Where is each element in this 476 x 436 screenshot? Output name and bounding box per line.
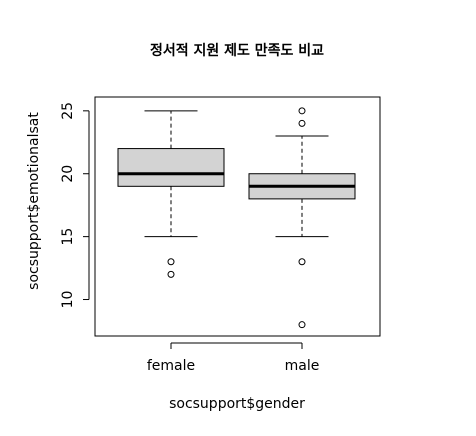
x-axis: female male [147, 342, 320, 374]
outlier-point [298, 119, 306, 127]
outlier-point [298, 321, 306, 329]
outlier-point [167, 270, 175, 278]
outlier-point [298, 107, 306, 115]
y-axis: 10 15 20 25 [60, 102, 90, 309]
y-axis-label: socsupport$emotionalsat [26, 112, 42, 290]
y-tick-label: 10 [60, 291, 76, 309]
box-female [117, 110, 225, 278]
x-axis-label: socsupport$gender [169, 396, 305, 412]
y-tick-label: 15 [60, 228, 76, 246]
chart-title: 정서적 지원 제도 만족도 비교 [150, 42, 324, 59]
y-tick-label: 20 [60, 165, 76, 183]
x-tick-label: male [285, 358, 320, 374]
box-series [117, 107, 356, 329]
box-male [248, 107, 356, 329]
outlier-point [167, 258, 175, 266]
iqr-box [117, 148, 225, 187]
y-tick-label: 25 [60, 102, 76, 120]
plot-frame [94, 96, 381, 337]
outlier-point [298, 258, 306, 266]
x-tick-label: female [147, 358, 195, 374]
